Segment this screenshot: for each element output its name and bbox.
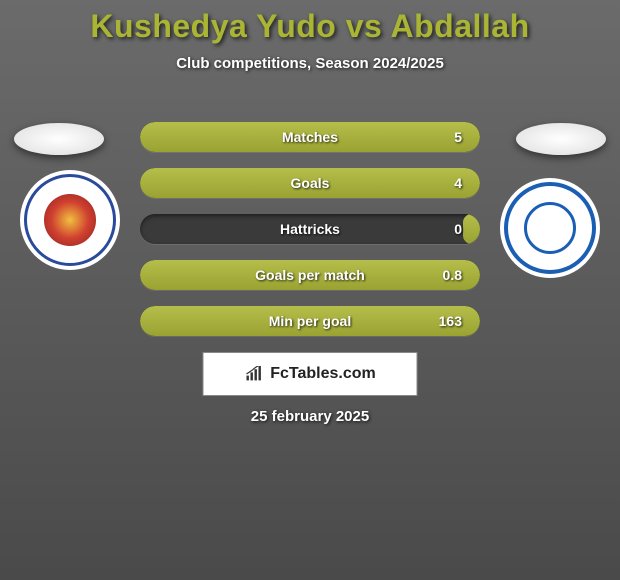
stat-label: Matches: [140, 122, 480, 152]
comparison-date: 25 february 2025: [0, 408, 620, 425]
club-crest-left: [20, 170, 120, 270]
stat-label: Goals per match: [140, 260, 480, 290]
stat-label: Goals: [140, 168, 480, 198]
club-crest-right: [500, 178, 600, 278]
stat-value-right: 5: [454, 122, 462, 152]
stat-bar: Min per goal163: [140, 306, 480, 336]
comparison-subtitle: Club competitions, Season 2024/2025: [0, 55, 620, 72]
stat-bar: Goals4: [140, 168, 480, 198]
stat-value-right: 0.8: [443, 260, 462, 290]
stat-label: Min per goal: [140, 306, 480, 336]
player-right-avatar: [516, 123, 606, 155]
arema-logo-icon: [24, 174, 116, 266]
stats-bars: Matches5Goals4Hattricks0Goals per match0…: [140, 122, 480, 352]
stat-value-right: 4: [454, 168, 462, 198]
psis-logo-icon: [504, 182, 596, 274]
stat-value-right: 0: [454, 214, 462, 244]
stat-bar: Matches5: [140, 122, 480, 152]
brand-attribution[interactable]: FcTables.com: [203, 352, 418, 396]
stat-value-right: 163: [439, 306, 462, 336]
stat-bar: Goals per match0.8: [140, 260, 480, 290]
stat-label: Hattricks: [140, 214, 480, 244]
stat-bar: Hattricks0: [140, 214, 480, 244]
brand-label: FcTables.com: [270, 365, 376, 383]
player-left-avatar: [14, 123, 104, 155]
comparison-title: Kushedya Yudo vs Abdallah: [0, 0, 620, 45]
chart-icon: [244, 366, 264, 382]
